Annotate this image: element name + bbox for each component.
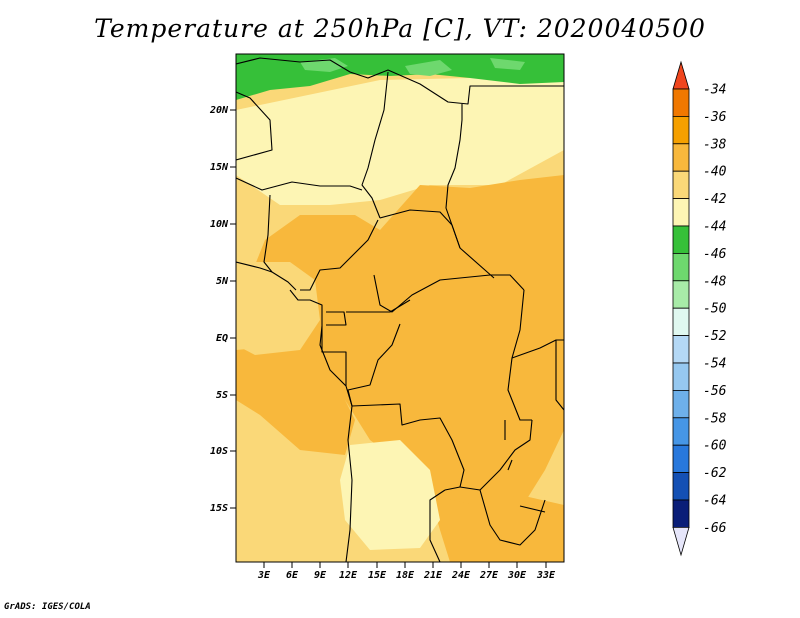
colorbar-label: -42 xyxy=(703,192,727,207)
lat-label: 5N xyxy=(216,276,229,287)
band-minus-42 xyxy=(236,78,564,205)
band-minus-38-central xyxy=(250,175,564,525)
footer-credit: GrADS: IGES/COLA xyxy=(4,602,91,612)
colorbar-segment xyxy=(672,252,690,282)
lat-label: 10N xyxy=(210,219,229,230)
lon-label: 30E xyxy=(507,570,527,581)
colorbar-segment xyxy=(672,472,690,501)
lat-label: 10S xyxy=(210,446,228,457)
colorbar-label: -44 xyxy=(703,220,726,235)
colorbar-segment xyxy=(672,335,690,364)
lon-label: 15E xyxy=(368,570,387,581)
band-minus-40-patch xyxy=(236,262,320,355)
colorbar-label: -40 xyxy=(703,165,727,180)
colorbar-label: -38 xyxy=(703,137,727,152)
lat-label: 5S xyxy=(216,390,228,401)
colorbar-segment xyxy=(672,143,690,172)
colorbar-label: -56 xyxy=(703,384,727,399)
temperature-field xyxy=(236,54,564,562)
lon-label: 21E xyxy=(423,570,443,581)
colorbar-segment xyxy=(672,499,690,528)
lon-label: 9E xyxy=(314,570,327,581)
colorbar-label: -62 xyxy=(703,466,727,481)
lon-label: 27E xyxy=(479,570,499,581)
colorbar-label: -50 xyxy=(703,302,727,317)
colorbar-label: -48 xyxy=(703,274,727,289)
band-minus-46 xyxy=(300,58,525,76)
colorbar-label: -36 xyxy=(703,110,727,125)
colorbar-segment xyxy=(672,280,690,309)
latitude-axis: 20N 15N 10N 5N EQ 5S 10S 15S xyxy=(209,105,236,514)
colorbar-segment xyxy=(672,116,690,145)
country-borders xyxy=(236,57,564,562)
colorbar-label: -64 xyxy=(703,494,726,509)
colorbar-bottom-arrow xyxy=(672,527,690,557)
chart-title: Temperature at 250hPa [C], VT: 202004050… xyxy=(94,14,706,43)
colorbar-label: -60 xyxy=(703,439,727,454)
lat-label: EQ xyxy=(216,333,228,344)
lon-label: 24E xyxy=(451,570,471,581)
colorbar-segment xyxy=(672,389,690,419)
lat-label: 15S xyxy=(210,503,228,514)
lon-label: 3E xyxy=(257,570,271,581)
lat-label: 20N xyxy=(209,105,229,116)
colorbar-label: -54 xyxy=(703,357,726,372)
colorbar-label: -58 xyxy=(703,411,727,426)
lat-label: 15N xyxy=(210,162,229,173)
band-minus-38-west xyxy=(236,345,355,455)
lon-label: 6E xyxy=(286,570,299,581)
longitude-axis: 3E 6E 9E 12E 15E 18E 21E 24E 27E 30E 33E xyxy=(257,562,556,581)
colorbar-label: -52 xyxy=(703,329,727,344)
colorbar-top-arrow xyxy=(672,60,690,90)
lon-label: 18E xyxy=(396,570,415,581)
colorbar-segment xyxy=(672,362,690,391)
colorbar-segment xyxy=(672,88,690,117)
colorbar-label: -66 xyxy=(703,521,727,536)
lon-label: 33E xyxy=(536,570,556,581)
colorbar-segment xyxy=(672,225,690,254)
colorbar-segment xyxy=(672,170,690,199)
colorbar-segment xyxy=(672,444,690,474)
colorbar-segment xyxy=(672,307,690,337)
colorbar-label: -34 xyxy=(703,83,726,98)
map-frame xyxy=(235,53,565,563)
band-minus-42-patch xyxy=(340,440,440,550)
colorbar-segment xyxy=(672,198,690,227)
colorbar: -34 -36 -38 -40 -42 -44 -46 -48 -50 -52 … xyxy=(672,60,727,557)
colorbar-label: -46 xyxy=(703,247,727,262)
lon-label: 12E xyxy=(339,570,358,581)
band-minus-38-south xyxy=(430,495,564,562)
colorbar-segment xyxy=(672,417,690,446)
